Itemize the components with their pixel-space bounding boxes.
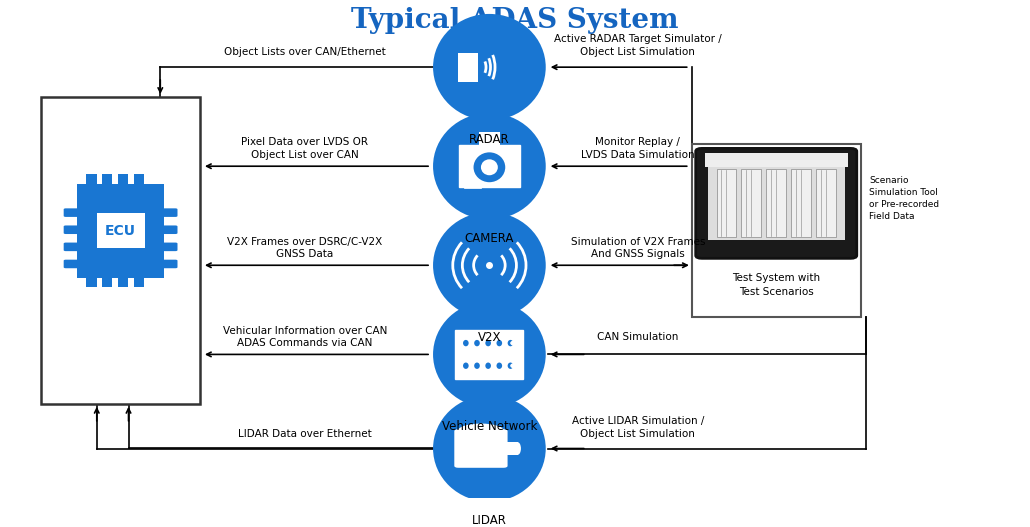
- Ellipse shape: [464, 363, 469, 369]
- FancyBboxPatch shape: [455, 330, 523, 378]
- Bar: [791, 170, 811, 237]
- Text: Simulation of V2X Frames
And GNSS Signals: Simulation of V2X Frames And GNSS Signal…: [571, 237, 706, 259]
- Bar: [117, 278, 128, 287]
- Bar: [692, 144, 861, 317]
- Ellipse shape: [433, 212, 546, 318]
- Text: Active LIDAR Simulation /
Object List Simulation: Active LIDAR Simulation / Object List Si…: [572, 416, 705, 438]
- Bar: [97, 213, 144, 248]
- Bar: [486, 442, 517, 455]
- Bar: [742, 170, 761, 237]
- Ellipse shape: [474, 340, 480, 346]
- Ellipse shape: [473, 151, 507, 183]
- Bar: [708, 167, 845, 240]
- Text: Scenario
Simulation Tool
or Pre-recorded
Field Data: Scenario Simulation Tool or Pre-recorded…: [869, 176, 939, 221]
- Text: LIDAR Data over Ethernet: LIDAR Data over Ethernet: [238, 428, 372, 438]
- Text: V2X Frames over DSRC/C-V2X
GNSS Data: V2X Frames over DSRC/C-V2X GNSS Data: [228, 237, 382, 259]
- Ellipse shape: [508, 363, 513, 369]
- Bar: [479, 132, 500, 148]
- Bar: [705, 153, 848, 167]
- Ellipse shape: [514, 442, 521, 455]
- Ellipse shape: [433, 14, 546, 120]
- Ellipse shape: [485, 340, 491, 346]
- Bar: [458, 53, 478, 82]
- Ellipse shape: [485, 363, 491, 369]
- Text: Typical ADAS System: Typical ADAS System: [351, 7, 679, 34]
- Ellipse shape: [458, 424, 504, 438]
- Bar: [77, 183, 164, 278]
- Bar: [102, 174, 112, 183]
- Text: ECU: ECU: [105, 223, 136, 238]
- FancyBboxPatch shape: [459, 145, 519, 187]
- Ellipse shape: [481, 159, 497, 175]
- Text: Vehicular Information over CAN
ADAS Commands via CAN: Vehicular Information over CAN ADAS Comm…: [222, 326, 387, 348]
- FancyBboxPatch shape: [162, 260, 177, 268]
- FancyBboxPatch shape: [162, 208, 177, 217]
- Ellipse shape: [433, 301, 546, 408]
- Bar: [766, 170, 786, 237]
- Text: Pixel Data over LVDS OR
Object List over CAN: Pixel Data over LVDS OR Object List over…: [241, 138, 369, 160]
- Bar: [102, 278, 112, 287]
- FancyBboxPatch shape: [64, 242, 79, 251]
- Text: CAMERA: CAMERA: [465, 232, 514, 245]
- Bar: [134, 278, 144, 287]
- Circle shape: [511, 364, 520, 368]
- Bar: [134, 174, 144, 183]
- FancyBboxPatch shape: [162, 226, 177, 234]
- Text: Object Lists over CAN/Ethernet: Object Lists over CAN/Ethernet: [225, 47, 386, 57]
- FancyBboxPatch shape: [454, 429, 508, 468]
- Bar: [87, 278, 97, 287]
- FancyBboxPatch shape: [695, 149, 857, 258]
- Bar: [816, 170, 836, 237]
- Bar: [87, 174, 97, 183]
- Bar: [465, 177, 481, 188]
- Ellipse shape: [433, 395, 546, 502]
- Text: Active RADAR Target Simulator /
Object List Simulation: Active RADAR Target Simulator / Object L…: [554, 34, 722, 57]
- Text: Vehicle Network: Vehicle Network: [442, 420, 537, 433]
- Text: CAN Simulation: CAN Simulation: [597, 332, 679, 342]
- Circle shape: [511, 341, 520, 345]
- Text: Monitor Replay /
LVDS Data Simulation: Monitor Replay / LVDS Data Simulation: [581, 138, 695, 160]
- Ellipse shape: [474, 363, 480, 369]
- Ellipse shape: [464, 340, 469, 346]
- Ellipse shape: [508, 340, 513, 346]
- Bar: [117, 174, 128, 183]
- Text: LIDAR: LIDAR: [472, 514, 507, 527]
- Bar: [41, 97, 200, 404]
- Text: Test System with
Test Scenarios: Test System with Test Scenarios: [732, 274, 820, 297]
- FancyBboxPatch shape: [64, 226, 79, 234]
- Text: RADAR: RADAR: [469, 133, 510, 146]
- FancyBboxPatch shape: [64, 260, 79, 268]
- FancyBboxPatch shape: [64, 208, 79, 217]
- FancyBboxPatch shape: [162, 242, 177, 251]
- Ellipse shape: [496, 363, 502, 369]
- Ellipse shape: [433, 113, 546, 219]
- Text: V2X: V2X: [478, 331, 502, 344]
- Ellipse shape: [496, 340, 502, 346]
- Bar: [717, 170, 736, 237]
